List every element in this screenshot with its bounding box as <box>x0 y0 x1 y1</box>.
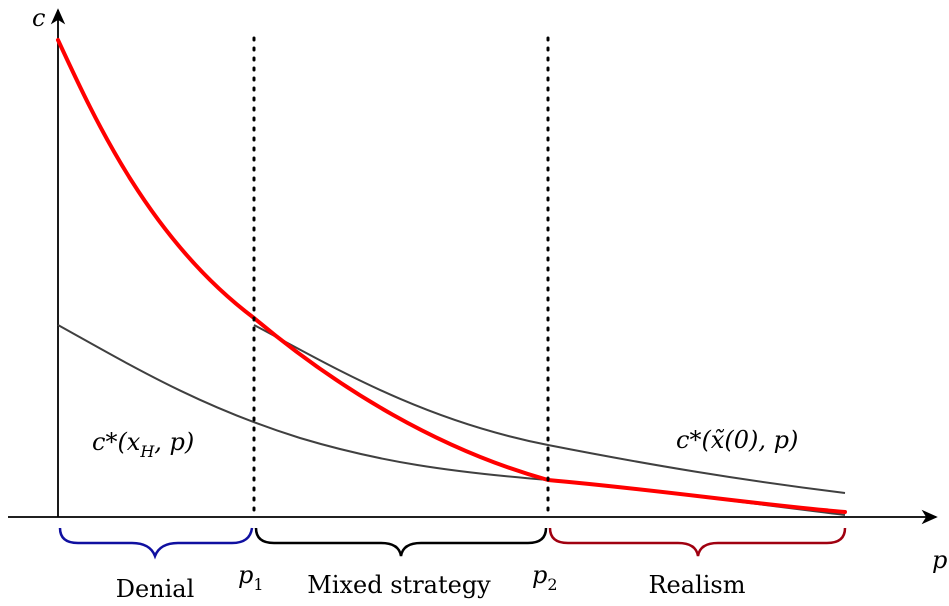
region-label-mixed-strategy: Mixed strategy <box>307 571 491 599</box>
region-label-realism: Realism <box>648 571 745 599</box>
p2-sub: 2 <box>547 575 557 594</box>
threshold-label-p2: p2 <box>532 561 558 594</box>
p1-base: p <box>238 561 253 589</box>
x-axis-label: p <box>932 546 947 574</box>
curve-label-xH-post: , p) <box>154 428 194 456</box>
curve-c-star-xH <box>57 324 846 516</box>
curve-label-c-star-xH: c*(xH, p) <box>92 428 194 461</box>
curve-label-xH-pre: c*(x <box>92 428 141 456</box>
optimal-cost-curve <box>56 38 847 514</box>
curve-label-xH-sub: H <box>139 442 155 461</box>
p2-base: p <box>532 561 547 589</box>
p1-sub: 1 <box>253 575 263 594</box>
y-axis-label: c <box>32 4 45 32</box>
brace-realism <box>548 527 847 557</box>
brace-denial <box>58 527 254 560</box>
curve-c-star-xtilde0 <box>253 324 846 494</box>
curve-label-xtilde-pre: c*(x̃(0), p) <box>676 426 798 454</box>
curve-label-c-star-xtilde0: c*(x̃(0), p) <box>676 426 798 454</box>
region-label-denial: Denial <box>116 575 195 603</box>
brace-mixed-strategy <box>254 527 548 557</box>
threshold-label-p1: p1 <box>238 561 264 594</box>
